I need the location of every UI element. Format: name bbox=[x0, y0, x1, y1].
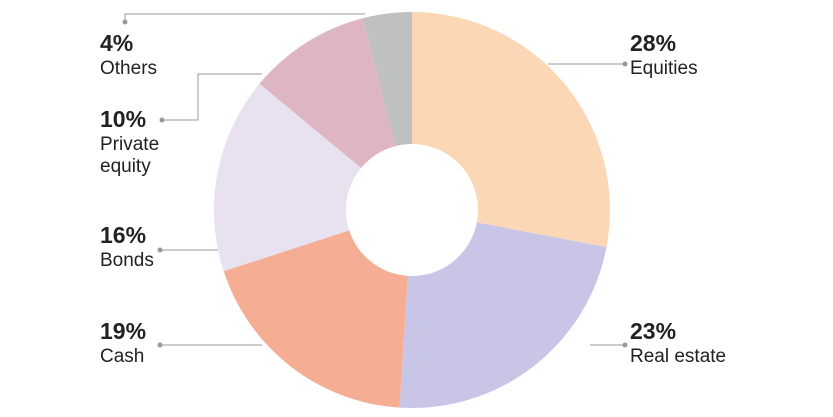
slice-label: 16% Bonds bbox=[100, 220, 190, 272]
leader-dot bbox=[122, 19, 128, 25]
slice-label: 10% Private equity bbox=[100, 104, 180, 178]
leader-dot bbox=[622, 342, 628, 348]
slice-label: 19% Cash bbox=[100, 316, 190, 368]
value-label: 10% bbox=[100, 106, 147, 132]
donut-segment bbox=[259, 18, 396, 168]
leader-dot bbox=[157, 247, 163, 253]
category-label: Bonds bbox=[100, 250, 154, 271]
leader-line bbox=[124, 13, 365, 22]
leader-dot bbox=[159, 117, 165, 123]
value-label: 28% bbox=[630, 30, 677, 56]
leader-line bbox=[162, 73, 262, 121]
value-label: 16% bbox=[100, 222, 147, 248]
leader-dot bbox=[622, 61, 628, 67]
donut-segment bbox=[223, 230, 408, 408]
slice-label: 23% Real estate bbox=[630, 316, 790, 368]
value-label: 23% bbox=[630, 318, 677, 344]
value-label: 4% bbox=[100, 30, 134, 56]
value-label: 19% bbox=[100, 318, 147, 344]
donut-segment bbox=[214, 83, 362, 272]
category-label: Cash bbox=[100, 346, 145, 367]
category-label: Equities bbox=[630, 58, 698, 79]
category-label: Private equity bbox=[100, 134, 160, 177]
category-label: Others bbox=[100, 58, 158, 79]
donut-segment bbox=[412, 12, 610, 248]
donut-segment bbox=[362, 12, 412, 147]
slice-label: 28% Equities bbox=[630, 28, 790, 80]
leader-dot bbox=[157, 342, 163, 348]
slice-label: 4% Others bbox=[100, 28, 190, 80]
donut-segment bbox=[399, 222, 607, 408]
category-label: Real estate bbox=[630, 346, 727, 367]
